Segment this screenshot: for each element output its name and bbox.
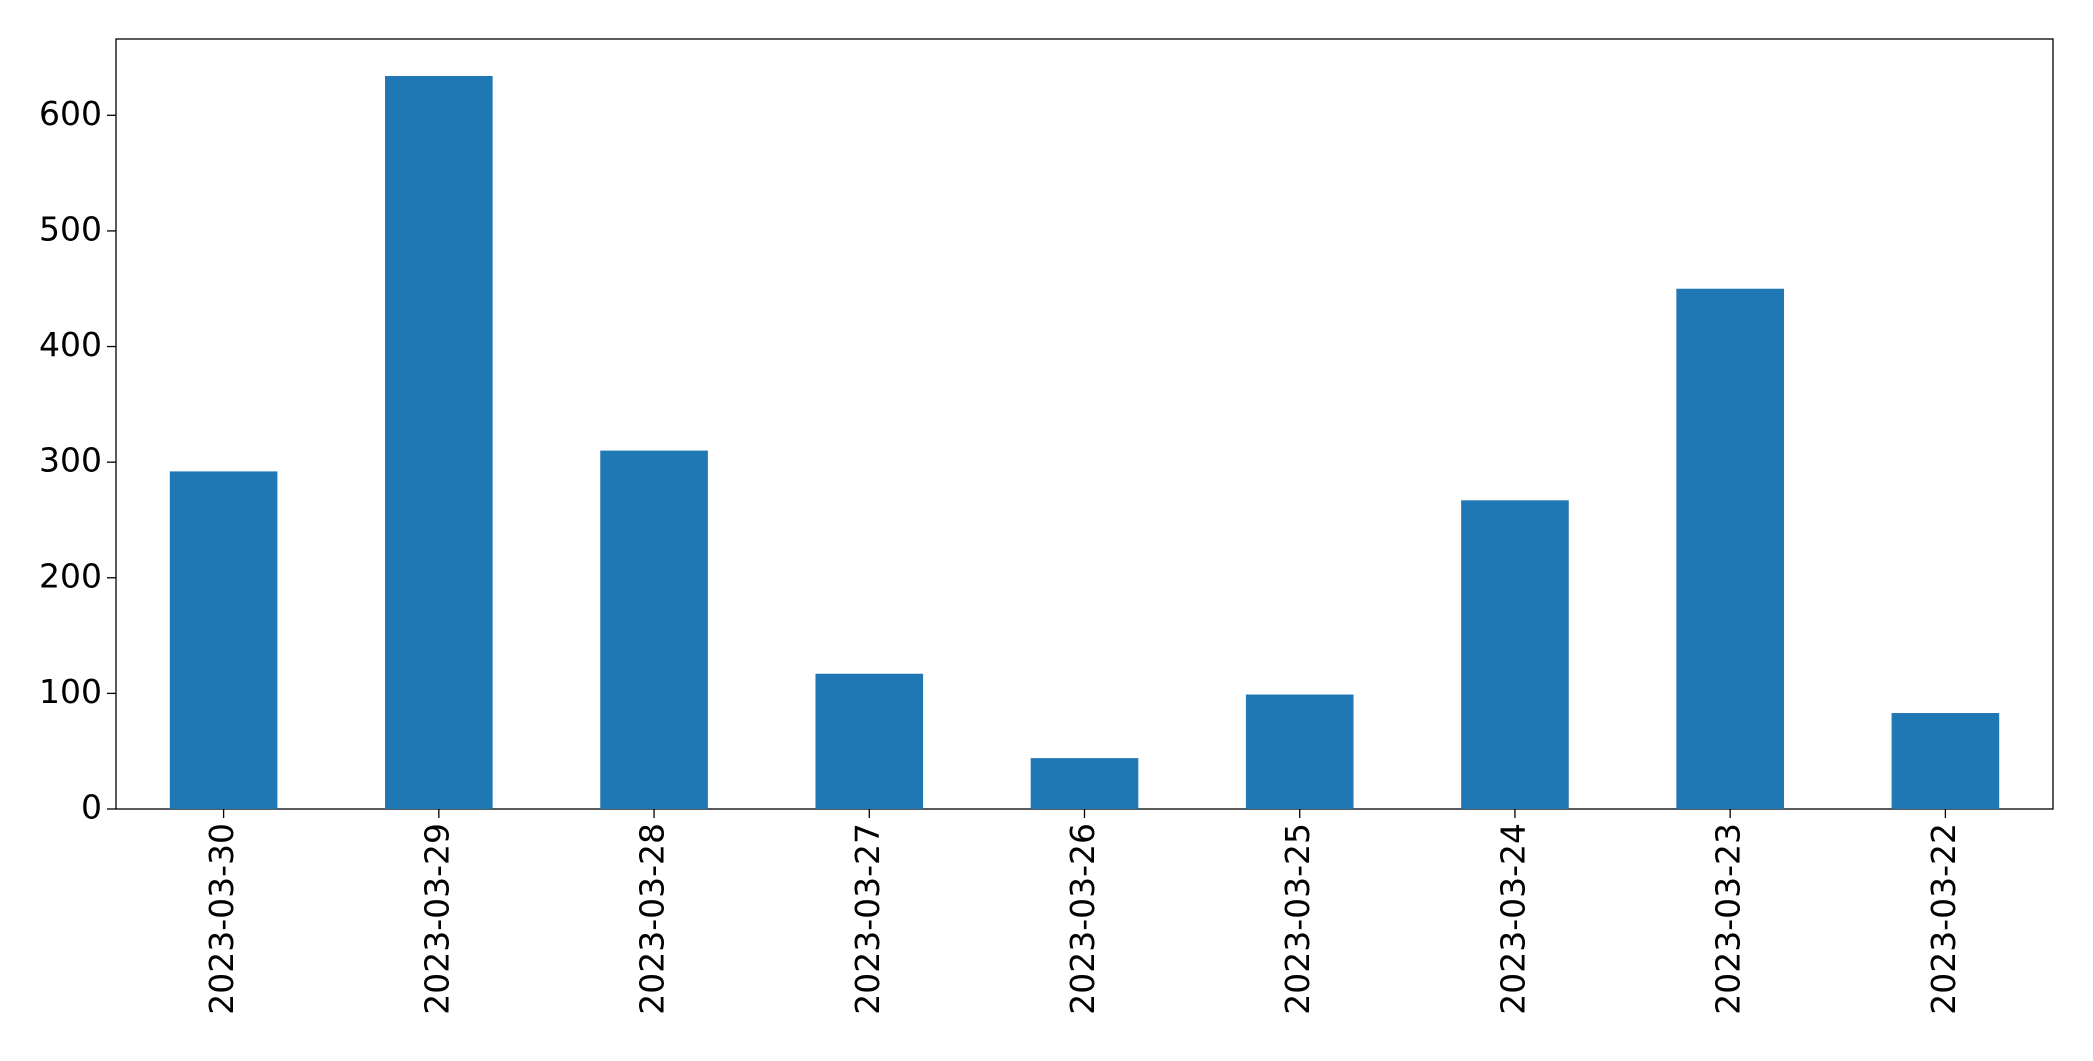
y-tick-label: 400 (39, 325, 102, 364)
bar (169, 471, 278, 809)
bar (815, 673, 924, 809)
x-tick-label: 2023-03-29 (417, 823, 456, 1015)
y-tick-label: 500 (39, 209, 102, 248)
y-tick-label: 0 (81, 788, 102, 827)
x-tick-label: 2023-03-22 (1924, 823, 1963, 1015)
y-tick-label: 100 (39, 672, 102, 711)
x-tick-label: 2023-03-24 (1493, 823, 1532, 1015)
bar (385, 75, 493, 809)
x-tick-label: 2023-03-23 (1709, 823, 1748, 1015)
bar (1891, 713, 2000, 809)
bar (1030, 758, 1139, 809)
x-tick-label: 2023-03-30 (202, 823, 241, 1015)
x-tick-label: 2023-03-26 (1063, 823, 1102, 1015)
x-tick-label: 2023-03-28 (633, 823, 672, 1015)
y-tick-label: 200 (39, 556, 102, 595)
bar (1245, 694, 1354, 809)
bar (600, 450, 708, 809)
bar (1676, 288, 1784, 809)
y-tick-label: 600 (39, 94, 102, 133)
y-tick-label: 300 (39, 441, 102, 480)
x-tick-label: 2023-03-25 (1278, 823, 1317, 1015)
x-tick-label: 2023-03-27 (848, 823, 887, 1015)
bar (1461, 500, 1569, 809)
